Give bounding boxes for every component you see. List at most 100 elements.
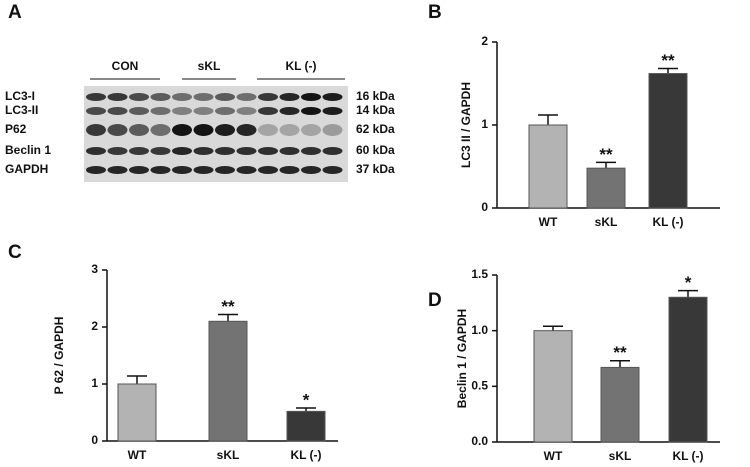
blot-band (150, 147, 171, 155)
blot-band (258, 147, 278, 155)
blot-band (193, 124, 214, 136)
blot-band (215, 107, 235, 115)
blot-band (129, 147, 149, 155)
significance: ** (661, 51, 675, 70)
bar (528, 124, 568, 209)
blot-band (236, 107, 257, 115)
blot-band (193, 107, 214, 115)
blot-band (86, 124, 106, 136)
band-size: 14 kDa (356, 103, 395, 117)
y-tick-label: 1 (91, 376, 98, 390)
bar (648, 73, 688, 209)
x-tick-label: WT (128, 448, 147, 462)
blot-band (150, 166, 171, 174)
blot-band (322, 107, 343, 115)
panel-label: B (428, 2, 442, 23)
blot-band (301, 124, 321, 136)
blot-band (107, 124, 128, 136)
blot-band (215, 124, 235, 136)
blot-band (129, 166, 149, 174)
y-axis-title: Beclin 1 / GAPDH (455, 309, 469, 408)
band-size: 60 kDa (356, 143, 395, 157)
blot-band (150, 93, 171, 101)
blot-band (322, 166, 343, 174)
bar (208, 320, 248, 442)
significance: * (685, 273, 692, 292)
blot-band (279, 124, 300, 136)
blot-band (258, 107, 278, 115)
y-tick-label: 1.5 (471, 267, 488, 281)
blot-band (86, 107, 106, 115)
band-name: GAPDH (5, 162, 48, 176)
blot-band (172, 147, 192, 155)
y-tick-label: 0 (481, 200, 488, 214)
blot-band (107, 93, 128, 101)
x-tick-label: sKL (217, 448, 240, 462)
blot-band (301, 93, 321, 101)
blot-band (107, 147, 128, 155)
bar (600, 366, 640, 443)
panel-label: D (428, 290, 442, 311)
band-size: 16 kDa (356, 89, 395, 103)
y-tick-label: 2 (481, 34, 488, 48)
blot-band (107, 107, 128, 115)
blot-band (322, 93, 343, 101)
blot-band (322, 147, 343, 155)
blot-band (322, 124, 343, 136)
group-label: KL (-) (285, 59, 316, 73)
bar (586, 167, 626, 209)
significance: * (303, 390, 310, 409)
blot-band (172, 107, 192, 115)
blot-band (86, 147, 106, 155)
blot-band (236, 147, 257, 155)
y-axis-title: P 62 / GAPDH (52, 317, 66, 395)
panel-label: A (8, 2, 22, 23)
blot-band (193, 166, 214, 174)
blot-band (129, 107, 149, 115)
group-label: CON (112, 59, 139, 73)
blot-band (279, 147, 300, 155)
band-name: LC3-I (5, 89, 35, 103)
x-tick-label: WT (544, 449, 563, 463)
blot-band (279, 166, 300, 174)
significance: ** (613, 343, 627, 362)
blot-band (258, 93, 278, 101)
band-size: 37 kDa (356, 162, 395, 176)
x-tick-label: sKL (609, 449, 632, 463)
blot-band (258, 166, 278, 174)
significance: ** (221, 297, 235, 316)
y-tick-label: 3 (91, 262, 98, 276)
significance: ** (599, 145, 613, 164)
bar (117, 383, 157, 442)
blot-band (150, 107, 171, 115)
y-axis-title: LC3 II / GAPDH (459, 82, 473, 168)
blot-band (86, 166, 106, 174)
band-size: 62 kDa (356, 122, 395, 136)
band-name: Beclin 1 (5, 143, 51, 157)
blot-band (236, 166, 257, 174)
blot-band (279, 93, 300, 101)
panel-label: C (8, 242, 22, 263)
band-name: P62 (5, 122, 27, 136)
bar (533, 330, 573, 443)
group-label: sKL (198, 59, 221, 73)
x-tick-label: KL (-) (290, 448, 321, 462)
blot-band (172, 166, 192, 174)
y-tick-label: 0.5 (471, 379, 488, 393)
blot-band (301, 166, 321, 174)
blot-band (193, 93, 214, 101)
blot-band (215, 147, 235, 155)
y-tick-label: 2 (91, 319, 98, 333)
blot-band (279, 107, 300, 115)
blot-band (129, 124, 149, 136)
x-tick-label: KL (-) (652, 215, 683, 229)
blot-band (215, 166, 235, 174)
blot-band (236, 93, 257, 101)
y-tick-label: 0 (91, 433, 98, 447)
blot-band (258, 124, 278, 136)
blot-band (150, 124, 171, 136)
blot-band (107, 166, 128, 174)
blot-band (215, 93, 235, 101)
